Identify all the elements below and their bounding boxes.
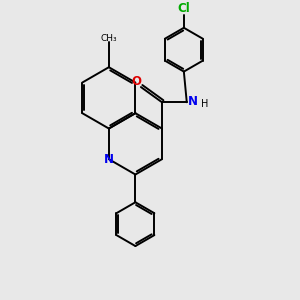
Text: H: H xyxy=(201,99,208,109)
Text: CH₃: CH₃ xyxy=(100,34,117,43)
Text: N: N xyxy=(188,94,198,108)
Text: Cl: Cl xyxy=(178,2,190,15)
Text: O: O xyxy=(131,75,142,88)
Text: N: N xyxy=(104,153,114,166)
